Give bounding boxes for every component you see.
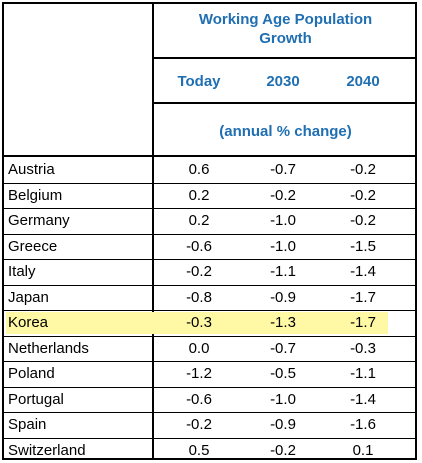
value-y2030: -1.3 xyxy=(270,314,296,331)
row-divider xyxy=(4,284,415,286)
header-divider xyxy=(152,102,415,104)
country-name: Italy xyxy=(8,263,36,280)
value-y2040: -1.1 xyxy=(350,365,376,382)
value-y2040: -1.6 xyxy=(350,416,376,433)
table-row: Portugal -0.6 -1.0 -1.4 xyxy=(4,386,415,412)
table-title: Working Age Population Growth xyxy=(154,10,417,48)
data-table: Working Age Population Growth Today 2030… xyxy=(2,2,417,460)
value-today: -1.2 xyxy=(186,365,212,382)
value-today: -0.2 xyxy=(186,416,212,433)
country-name: Germany xyxy=(8,212,70,229)
value-today: 0.6 xyxy=(188,161,210,178)
row-divider xyxy=(4,361,415,362)
value-y2030: -0.2 xyxy=(270,441,296,459)
country-name: Portugal xyxy=(8,390,64,408)
value-y2040: -1.5 xyxy=(350,237,376,255)
table-row: Spain -0.2 -0.9 -1.6 xyxy=(4,412,415,437)
value-y2030: -0.5 xyxy=(270,365,296,382)
value-y2030: -0.9 xyxy=(270,416,296,433)
row-divider xyxy=(4,182,415,184)
table-row: Switzerland 0.5 -0.2 0.1 xyxy=(4,437,415,463)
value-y2040: -1.7 xyxy=(350,288,376,306)
row-divider xyxy=(4,412,415,413)
column-header-2030: 2030 xyxy=(266,73,300,90)
header-divider xyxy=(152,57,415,59)
value-today: 0.0 xyxy=(188,339,210,357)
column-header-2040: 2040 xyxy=(346,73,380,90)
title-line-1: Working Age Population xyxy=(198,11,373,28)
table-row: Japan -0.8 -0.9 -1.7 xyxy=(4,284,415,310)
value-y2040: -1.4 xyxy=(350,263,376,280)
value-y2030: -0.9 xyxy=(270,288,296,306)
value-y2030: -0.7 xyxy=(270,161,296,178)
title-line-2: Growth xyxy=(259,30,312,47)
value-y2030: -1.0 xyxy=(270,390,296,408)
country-name: Austria xyxy=(8,161,55,178)
table-row: Korea -0.3 -1.3 -1.7 xyxy=(4,310,415,335)
value-today: 0.2 xyxy=(188,212,210,229)
row-divider xyxy=(4,310,415,311)
country-name: Switzerland xyxy=(8,441,86,459)
table-row: Greece -0.6 -1.0 -1.5 xyxy=(4,233,415,259)
units-label: (annual % change) xyxy=(219,123,352,140)
row-divider xyxy=(4,335,415,337)
country-name: Greece xyxy=(8,237,58,255)
row-divider xyxy=(4,233,415,235)
country-name: Netherlands xyxy=(8,339,89,357)
country-name: Korea xyxy=(8,314,49,331)
value-today: -0.2 xyxy=(186,263,212,280)
table-row: Austria 0.6 -0.7 -0.2 xyxy=(4,157,415,182)
row-divider xyxy=(4,386,415,388)
table-row: Poland -1.2 -0.5 -1.1 xyxy=(4,361,415,386)
value-y2030: -1.0 xyxy=(270,237,296,255)
value-today: 0.5 xyxy=(188,441,210,459)
header-bottom-border xyxy=(4,155,415,157)
row-divider xyxy=(4,208,415,209)
row-highlight xyxy=(6,312,388,334)
country-name: Spain xyxy=(8,416,47,433)
value-y2040: -1.7 xyxy=(350,314,376,331)
value-today: -0.6 xyxy=(186,390,212,408)
table-row: Netherlands 0.0 -0.7 -0.3 xyxy=(4,335,415,361)
value-y2040: 0.1 xyxy=(352,441,374,459)
value-y2040: -0.2 xyxy=(350,212,376,229)
table-row: Germany 0.2 -1.0 -0.2 xyxy=(4,208,415,233)
value-y2030: -1.0 xyxy=(270,212,296,229)
value-today: 0.2 xyxy=(188,186,210,204)
value-y2040: -1.4 xyxy=(350,390,376,408)
value-y2030: -0.7 xyxy=(270,339,296,357)
value-y2040: -0.3 xyxy=(350,339,376,357)
value-today: -0.6 xyxy=(186,237,212,255)
table-row: Belgium 0.2 -0.2 -0.2 xyxy=(4,182,415,208)
row-divider xyxy=(4,259,415,260)
country-name: Poland xyxy=(8,365,55,382)
value-y2030: -1.1 xyxy=(270,263,296,280)
table-row: Italy -0.2 -1.1 -1.4 xyxy=(4,259,415,284)
value-y2040: -0.2 xyxy=(350,186,376,204)
row-divider xyxy=(4,437,415,439)
column-divider xyxy=(152,4,154,458)
value-today: -0.8 xyxy=(186,288,212,306)
column-header-today: Today xyxy=(177,73,221,90)
value-y2040: -0.2 xyxy=(350,161,376,178)
country-name: Japan xyxy=(8,288,49,306)
country-name: Belgium xyxy=(8,186,63,204)
value-today: -0.3 xyxy=(186,314,212,331)
value-y2030: -0.2 xyxy=(270,186,296,204)
